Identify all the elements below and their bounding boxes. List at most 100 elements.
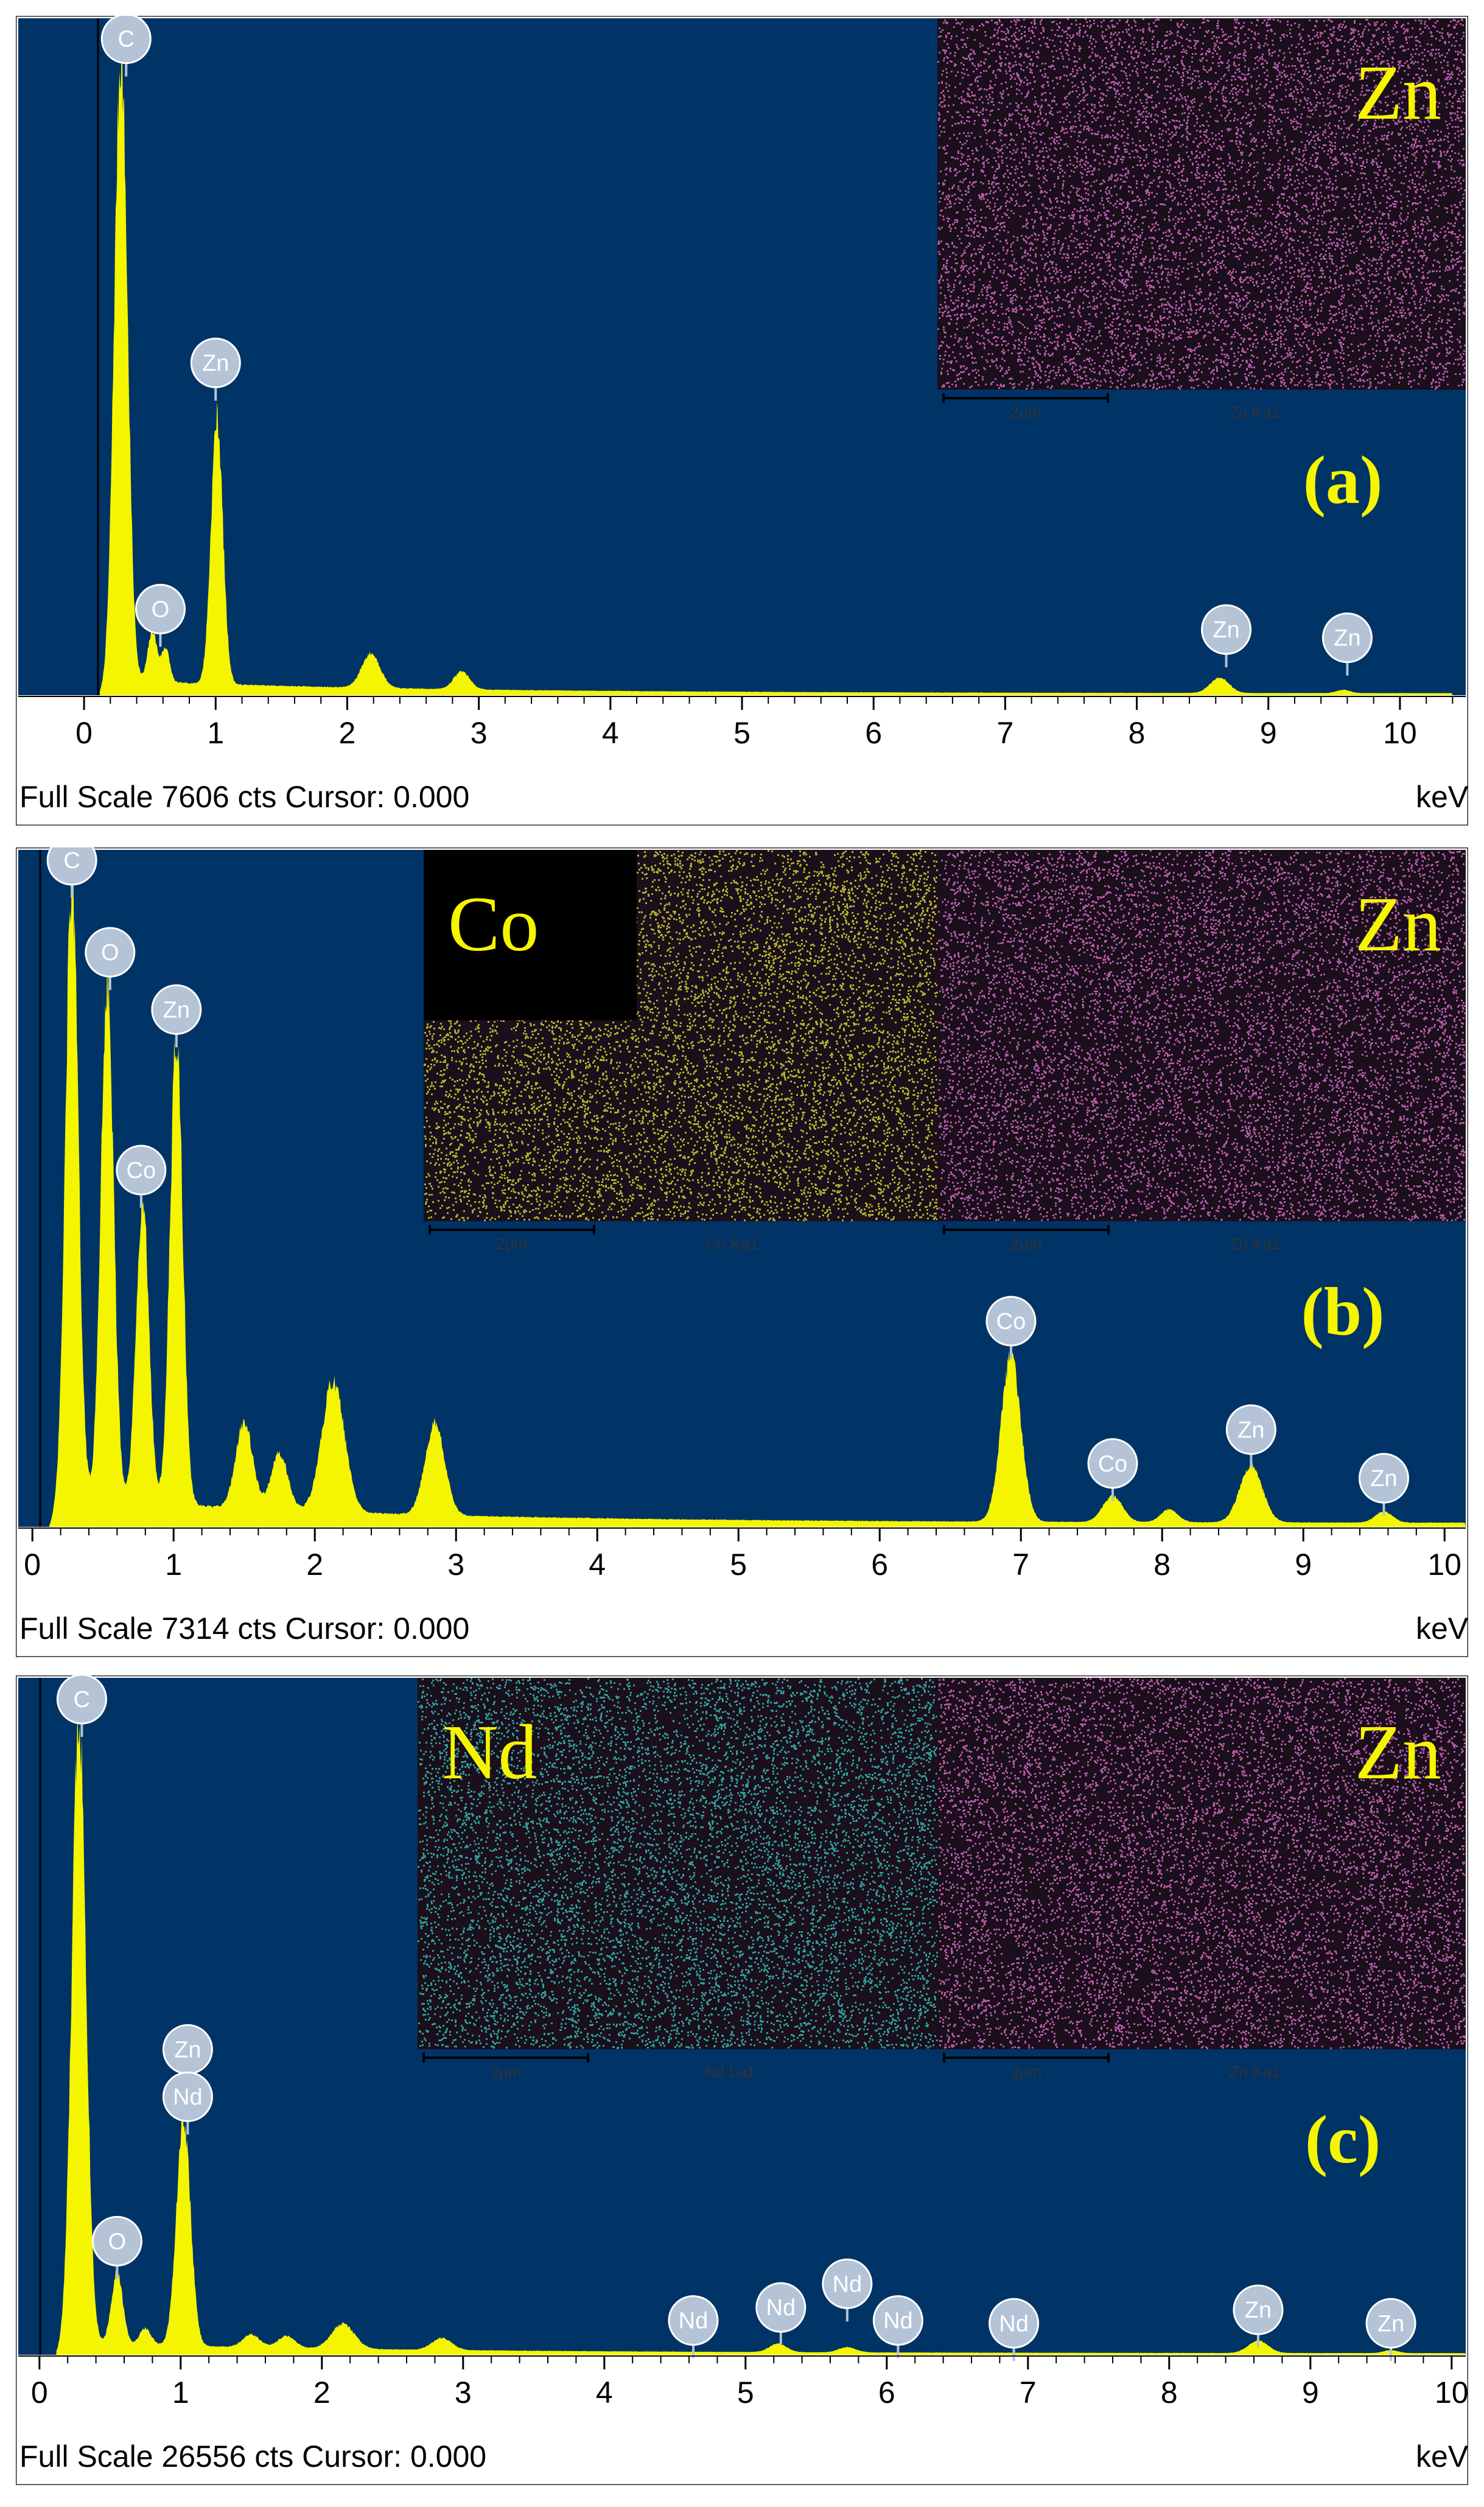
elemental-maps: 2μm Co Ka1 Co 2μm Zn Ka1 Zn	[424, 850, 1466, 1258]
peak-label-zn: Zn	[1201, 604, 1252, 668]
eds-panel-a: C O Zn Zn Zn 2μm Zn Ka1 Zn (a) 0 1 2 3 4 5 6 7 8 9 10 Fu…	[16, 16, 1468, 826]
x-tick-label: 8	[1129, 716, 1146, 750]
map-caption-strip	[938, 1221, 1466, 1258]
peak-label-nd: Nd	[989, 2298, 1040, 2361]
peak-label-badge	[1233, 2284, 1284, 2335]
peak-label-text: Co	[1098, 1451, 1128, 1477]
peak-label-badge	[755, 2282, 807, 2333]
peak-label-badge	[91, 2215, 142, 2267]
peak-label-zn: Zn	[1321, 612, 1373, 676]
x-axis-ticks: 0 1 2 3 4 5 6 7 8 9 10	[75, 696, 1454, 750]
peak-label-badge	[85, 927, 136, 978]
peak-label-text: Zn	[1334, 626, 1360, 651]
peak-label-badge	[46, 847, 97, 886]
x-tick-label: 3	[447, 1548, 464, 1582]
x-tick-label: 7	[1012, 1548, 1029, 1582]
map-element-label: Co	[448, 881, 539, 967]
x-tick-label: 9	[1295, 1548, 1312, 1582]
map-caption-strip	[418, 2049, 938, 2086]
peak-label-badge	[822, 2258, 873, 2309]
map-caption-strip	[424, 1221, 938, 1258]
peak-label-text: Zn	[163, 997, 190, 1023]
x-tick-label: 0	[75, 716, 93, 750]
map-element-label: Zn	[1355, 881, 1441, 967]
x-tick-label: 1	[172, 2376, 189, 2410]
map-dots	[418, 1678, 938, 2049]
map-caption-strip	[938, 2049, 1466, 2086]
peak-label-zn: Zn	[1225, 1404, 1276, 1468]
map-line-label: Zn Ka1	[1229, 403, 1280, 421]
x-tick-label: 5	[733, 716, 751, 750]
peak-label-badge	[151, 984, 202, 1035]
peak-label-text: Nd	[766, 2295, 796, 2321]
elemental-maps: 2μm Zn Ka1 Zn	[937, 18, 1466, 426]
x-tick-label: 7	[996, 716, 1013, 750]
peak-label-text: Zn	[1377, 2311, 1404, 2337]
x-tick-label: 9	[1260, 716, 1277, 750]
peak-label-text: Nd	[999, 2311, 1029, 2337]
map-zn: 2μm Zn Ka1 Zn	[938, 850, 1466, 1258]
scale-bar-label: 2μm	[490, 2063, 521, 2081]
peak-label-badge	[668, 2295, 719, 2346]
peak-label-zn: Zn	[190, 337, 241, 401]
peak-label-o: O	[85, 927, 136, 991]
map-image	[938, 1678, 1466, 2049]
map-nd: 2μm Nd La1 Nd	[418, 1678, 938, 2086]
peak-label-badge	[190, 337, 241, 388]
peak-label-badge	[1321, 612, 1373, 664]
map-element-label: Nd	[442, 1709, 537, 1795]
peak-labels: C O Zn Zn Zn	[100, 16, 1373, 676]
x-tick-label: 4	[596, 2376, 613, 2410]
peak-label-text: Zn	[1245, 2298, 1272, 2323]
x-tick-label: 7	[1020, 2376, 1037, 2410]
peak-label-badge	[989, 2298, 1040, 2349]
peak-label-o: O	[135, 583, 186, 647]
scale-bar-label: 2μm	[496, 1235, 527, 1253]
map-line-label: Zn Ka1	[1229, 1235, 1280, 1253]
peak-label-text: Nd	[833, 2271, 863, 2297]
eds-spectrum-a: C O Zn Zn Zn 2μm Zn Ka1 Zn (a) 0 1 2 3 4 5 6 7 8 9 10 Fu…	[16, 16, 1468, 826]
peak-label-badge	[116, 1145, 167, 1196]
x-tick-label: 9	[1302, 2376, 1319, 2410]
eds-panel-c: C O Zn Nd Nd Nd Nd Nd Nd Zn Zn 2μm Nd La1 Nd 2μm Zn Ka…	[16, 1675, 1468, 2485]
peak-labels: C O Zn Nd Nd Nd Nd Nd Nd Zn Zn	[56, 1675, 1416, 2361]
panel-letter: (b)	[1301, 1274, 1385, 1350]
peak-label-text: O	[152, 597, 170, 622]
map-line-label: Nd La1	[704, 2063, 755, 2081]
x-tick-label: 2	[306, 1548, 323, 1582]
x-tick-label: 1	[207, 716, 224, 750]
peak-label-nd: Nd	[162, 2071, 213, 2135]
scale-bar-label: 2μm	[1010, 403, 1041, 421]
x-tick-label: 6	[865, 716, 882, 750]
scale-bar-label: 2μm	[1010, 2063, 1041, 2081]
x-tick-label: 5	[737, 2376, 754, 2410]
x-tick-label: 8	[1161, 2376, 1178, 2410]
peak-label-badge	[872, 2295, 923, 2346]
x-axis-ticks: 0 1 2 3 4 5 6 7 8 9 10	[24, 1528, 1461, 1582]
peak-label-text: Zn	[1237, 1417, 1264, 1443]
x-tick-label: 0	[24, 1548, 41, 1582]
x-tick-label: 0	[31, 2376, 48, 2410]
full-scale-readout: Full Scale 7606 cts Cursor: 0.000	[19, 780, 469, 814]
peak-label-text: Nd	[883, 2309, 913, 2334]
x-axis-unit: keV	[1416, 780, 1468, 814]
peak-label-text: C	[118, 27, 135, 52]
eds-spectrum-c: C O Zn Nd Nd Nd Nd Nd Nd Zn Zn 2μm Nd La1 Nd 2μm Zn Ka…	[16, 1675, 1468, 2485]
map-line-label: Zn Ka1	[1229, 2063, 1280, 2081]
peak-label-nd: Nd	[755, 2282, 807, 2346]
peak-label-zn: Zn	[162, 2024, 213, 2088]
x-tick-label: 6	[878, 2376, 895, 2410]
peak-label-badge	[56, 1675, 107, 1725]
eds-spectrum-b: C O Zn Co Co Co Zn Zn 2μm Co Ka1 Co 2μm Zn Ka1 Zn (b…	[16, 847, 1468, 1657]
map-element-label: Zn	[1355, 49, 1441, 136]
elemental-maps: 2μm Nd La1 Nd 2μm Zn Ka1 Zn	[418, 1678, 1466, 2086]
peak-label-co: Co	[116, 1145, 167, 1208]
peak-label-text: O	[108, 2229, 127, 2254]
x-tick-label: 3	[455, 2376, 472, 2410]
peak-label-text: Zn	[1213, 617, 1239, 643]
peak-label-nd: Nd	[822, 2258, 873, 2322]
peak-label-text: Zn	[1370, 1466, 1397, 1492]
x-tick-label: 2	[313, 2376, 331, 2410]
x-tick-label: 4	[602, 716, 619, 750]
x-tick-label: 10	[1427, 1548, 1461, 1582]
